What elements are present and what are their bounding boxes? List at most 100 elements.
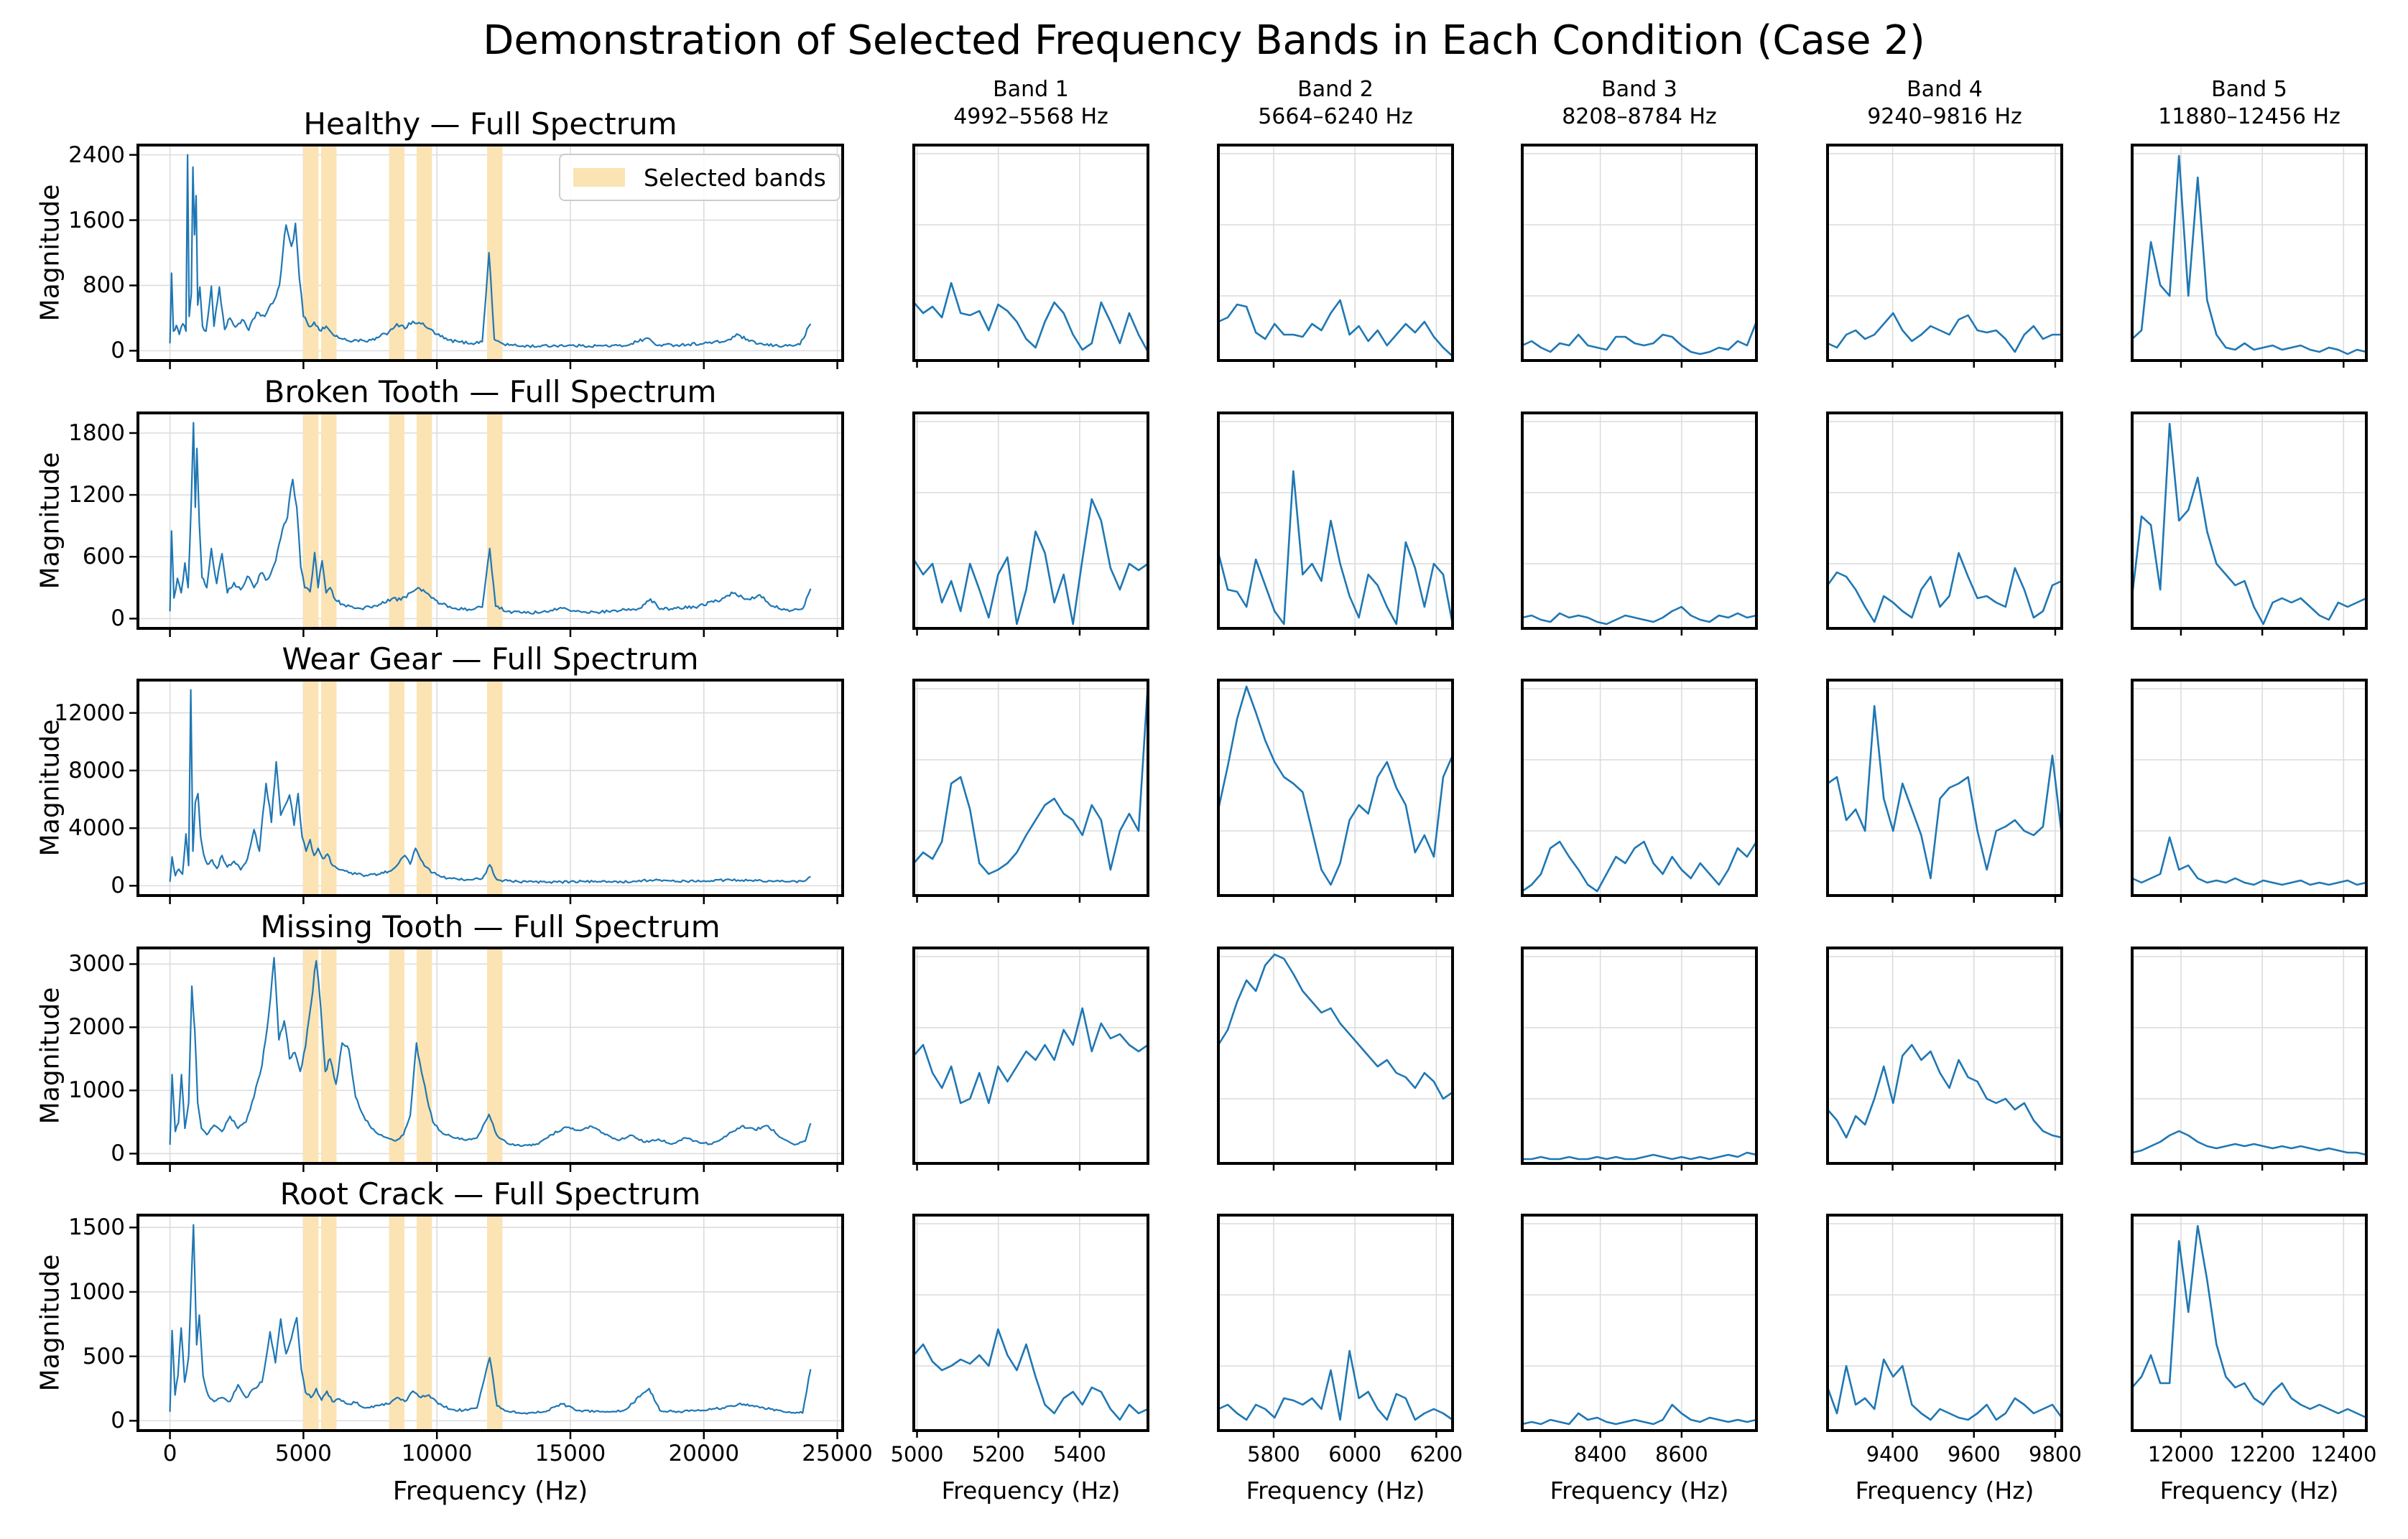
band-3-range: 8208–8784 Hz <box>1562 104 1717 129</box>
band-5-range: 11880–12456 Hz <box>2158 104 2340 129</box>
x-tick-label: 5800 <box>1247 1442 1300 1466</box>
band-2-range: 5664–6240 Hz <box>1258 104 1413 129</box>
x-axis-label-band-4: Frequency (Hz) <box>1855 1477 2034 1505</box>
x-tick-label: 10000 <box>401 1441 473 1466</box>
y-tick-label: 800 <box>82 272 125 299</box>
row-title-broken-tooth: Broken Tooth — Full Spectrum <box>264 374 717 409</box>
legend: Selected bands <box>559 154 841 201</box>
y-axis-label: Magnitude <box>35 1254 65 1392</box>
x-tick-label: 12400 <box>2310 1442 2377 1466</box>
x-axis-label-main: Frequency (Hz) <box>392 1477 588 1506</box>
x-tick-label: 5000 <box>274 1441 332 1466</box>
x-tick-label: 8600 <box>1654 1442 1708 1466</box>
y-tick-label: 1000 <box>68 1077 125 1104</box>
x-tick-label: 12200 <box>2228 1442 2296 1466</box>
x-tick-label: 5200 <box>971 1442 1025 1466</box>
y-tick-label: 1000 <box>68 1278 125 1305</box>
y-tick-label: 0 <box>111 873 125 899</box>
plot-healthy-band-1 <box>912 144 1149 368</box>
x-axis-label-band-1: Frequency (Hz) <box>941 1477 1121 1505</box>
band-1-range: 4992–5568 Hz <box>953 104 1108 129</box>
plot-broken-tooth-band-1 <box>912 412 1149 636</box>
legend-band-swatch <box>573 168 625 187</box>
y-tick-label: 2400 <box>68 141 125 168</box>
y-tick-label: 8000 <box>68 757 125 784</box>
band-4-name: Band 4 <box>1907 77 1983 102</box>
plot-broken-tooth-band-2 <box>1217 412 1454 636</box>
plot-missing-tooth-band-1 <box>912 947 1149 1171</box>
row-title-wear-gear: Wear Gear — Full Spectrum <box>282 641 699 676</box>
legend-label: Selected bands <box>644 163 826 192</box>
x-tick-label: 12000 <box>2147 1442 2215 1466</box>
band-title-1: Band 1 4992–5568 Hz <box>914 76 1148 131</box>
band-3-name: Band 3 <box>1601 77 1677 102</box>
plot-wear-gear-band-3 <box>1521 679 1758 903</box>
band-title-5: Band 5 11880–12456 Hz <box>2132 76 2366 131</box>
band-title-3: Band 3 8208–8784 Hz <box>1522 76 1756 131</box>
plot-healthy-band-4 <box>1826 144 2063 368</box>
plot-healthy-band-2 <box>1217 144 1454 368</box>
y-axis-label: Magnitude <box>35 184 65 322</box>
y-tick-label: 4000 <box>68 815 125 842</box>
plot-missing-tooth-band-3 <box>1521 947 1758 1171</box>
x-tick-label: 8400 <box>1573 1442 1627 1466</box>
y-tick-label: 1500 <box>68 1214 125 1241</box>
y-tick-label: 3000 <box>68 951 125 977</box>
y-tick-label: 600 <box>82 544 125 570</box>
x-tick-label: 9600 <box>1947 1442 2001 1466</box>
plot-missing-tooth-band-5 <box>2131 947 2368 1171</box>
y-tick-label: 0 <box>111 605 125 632</box>
y-tick-label: 0 <box>111 338 125 364</box>
band-title-4: Band 4 9240–9816 Hz <box>1828 76 2062 131</box>
plot-missing-tooth-band-2 <box>1217 947 1454 1171</box>
y-tick-label: 500 <box>82 1343 125 1370</box>
plot-healthy-band-5 <box>2131 144 2368 368</box>
plot-healthy-full-spectrum <box>129 144 844 369</box>
plot-wear-gear-band-1 <box>912 679 1149 903</box>
band-4-range: 9240–9816 Hz <box>1867 104 2022 129</box>
x-tick-label: 20000 <box>668 1441 740 1466</box>
x-tick-label: 9800 <box>2029 1442 2082 1466</box>
row-title-missing-tooth: Missing Tooth — Full Spectrum <box>260 909 721 944</box>
plot-root-crack-band-2 <box>1217 1214 1454 1438</box>
x-tick-label: 5000 <box>890 1442 944 1466</box>
plot-broken-tooth-band-5 <box>2131 412 2368 636</box>
plot-broken-tooth-band-4 <box>1826 412 2063 636</box>
y-axis-label: Magnitude <box>35 987 65 1125</box>
row-title-healthy: Healthy — Full Spectrum <box>303 106 677 141</box>
x-tick-label: 9400 <box>1866 1442 1920 1466</box>
band-title-2: Band 2 5664–6240 Hz <box>1218 76 1453 131</box>
band-5-name: Band 5 <box>2211 77 2287 102</box>
band-2-name: Band 2 <box>1297 77 1374 102</box>
x-axis-label-band-3: Frequency (Hz) <box>1550 1477 1729 1505</box>
y-tick-label: 2000 <box>68 1014 125 1041</box>
plot-broken-tooth-full-spectrum <box>129 412 844 637</box>
x-tick-label: 6200 <box>1409 1442 1463 1466</box>
plot-root-crack-band-1 <box>912 1214 1149 1438</box>
x-tick-label: 6000 <box>1328 1442 1382 1466</box>
x-axis-label-band-5: Frequency (Hz) <box>2159 1477 2339 1505</box>
plot-root-crack-band-4 <box>1826 1214 2063 1438</box>
band-1-name: Band 1 <box>993 77 1069 102</box>
x-tick-label: 5400 <box>1053 1442 1106 1466</box>
y-tick-label: 0 <box>111 1140 125 1167</box>
x-tick-label: 15000 <box>534 1441 606 1466</box>
plot-root-crack-band-5 <box>2131 1214 2368 1438</box>
plot-missing-tooth-band-4 <box>1826 947 2063 1171</box>
y-tick-label: 0 <box>111 1408 125 1434</box>
y-axis-label: Magnitude <box>35 452 65 590</box>
y-tick-label: 12000 <box>54 699 125 726</box>
row-title-root-crack: Root Crack — Full Spectrum <box>279 1176 701 1212</box>
plot-wear-gear-band-5 <box>2131 679 2368 903</box>
plot-wear-gear-band-2 <box>1217 679 1454 903</box>
plot-healthy-band-3 <box>1521 144 1758 368</box>
x-tick-label: 0 <box>162 1441 177 1466</box>
plot-root-crack-full-spectrum <box>129 1214 844 1439</box>
figure-title: Demonstration of Selected Frequency Band… <box>483 17 1925 64</box>
x-tick-label: 25000 <box>802 1441 873 1466</box>
y-tick-label: 1800 <box>68 419 125 446</box>
plot-missing-tooth-full-spectrum <box>129 947 844 1172</box>
x-axis-label-band-2: Frequency (Hz) <box>1246 1477 1425 1505</box>
y-axis-label: Magnitude <box>35 719 65 857</box>
